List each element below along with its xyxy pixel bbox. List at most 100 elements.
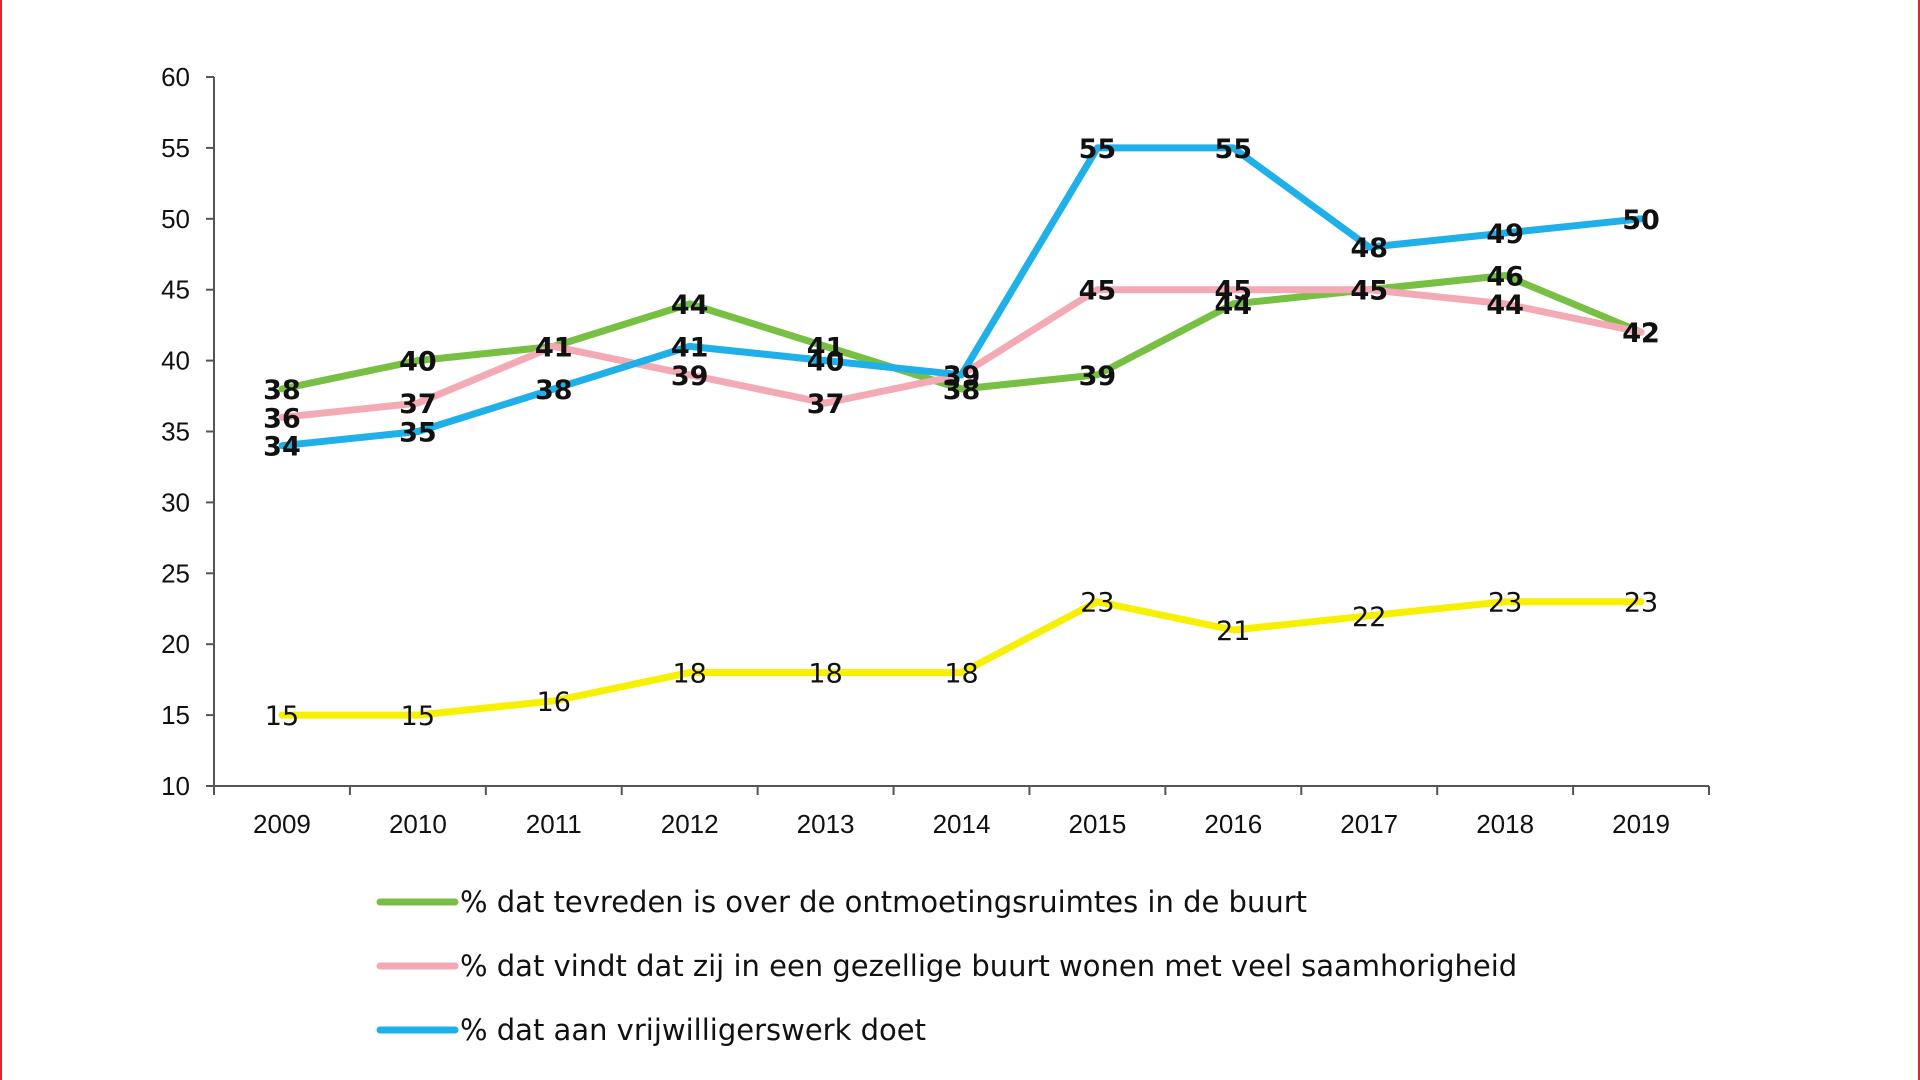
series-lines [278, 144, 1645, 719]
data-point [687, 301, 693, 307]
y-tick-label: 50 [161, 204, 190, 234]
data-label: 42 [1622, 318, 1660, 349]
legend-label-3: % dat aan vrijwilligerswerk doet [460, 1013, 926, 1047]
data-point [823, 343, 829, 349]
data-label: 22 [1352, 602, 1386, 633]
data-point [1230, 627, 1236, 633]
x-tick-label: 2014 [933, 809, 991, 839]
data-point [959, 372, 964, 378]
data-point [687, 372, 693, 378]
data-label: 46 [1486, 262, 1524, 293]
x-tick-label: 2018 [1476, 809, 1534, 839]
data-label: 44 [1215, 290, 1253, 321]
data-point [1638, 599, 1644, 605]
data-label: 21 [1216, 616, 1250, 647]
data-label: 23 [1624, 588, 1658, 619]
data-label: 18 [673, 659, 707, 690]
data-point [279, 443, 285, 449]
data-point [415, 400, 421, 406]
data-label: 39 [943, 361, 981, 392]
data-label: 38 [263, 375, 301, 406]
y-tick-label: 20 [161, 629, 190, 659]
data-point [959, 670, 964, 676]
x-tick-label: 2015 [1068, 809, 1126, 839]
data-point [1094, 599, 1100, 605]
data-point [823, 670, 829, 676]
y-tick-label: 25 [161, 558, 190, 588]
data-label: 41 [671, 332, 709, 363]
y-tick-label: 45 [161, 275, 190, 305]
data-point [1502, 301, 1508, 307]
data-point [687, 343, 693, 349]
data-label: 44 [671, 290, 709, 321]
x-tick-label: 2017 [1340, 809, 1398, 839]
data-point [1366, 287, 1372, 293]
legend-label-1: % dat tevreden is over de ontmoetingsrui… [460, 885, 1307, 919]
data-label: 16 [537, 687, 571, 718]
data-point [823, 400, 829, 406]
data-point [687, 670, 693, 676]
data-label: 49 [1486, 219, 1524, 250]
data-label: 35 [399, 418, 437, 449]
data-label: 44 [1486, 290, 1524, 321]
legend-label-4: % dat mantelzorg verleent [460, 1077, 848, 1080]
x-tick-label: 2013 [797, 809, 855, 839]
x-tick-label: 2011 [526, 809, 582, 839]
data-label: 18 [808, 659, 842, 690]
x-tick-label: 2010 [389, 809, 447, 839]
data-point [279, 414, 285, 420]
data-label: 23 [1488, 588, 1522, 619]
data-label: 45 [1350, 276, 1388, 307]
data-label: 45 [1079, 276, 1117, 307]
data-label: 55 [1079, 134, 1117, 165]
data-point [1366, 244, 1372, 250]
data-label: 18 [944, 659, 978, 690]
data-label: 15 [265, 701, 299, 732]
data-label: 55 [1215, 134, 1253, 165]
data-point [1366, 613, 1372, 619]
data-label: 40 [399, 347, 437, 378]
data-point [1230, 301, 1236, 307]
data-label: 50 [1622, 205, 1660, 236]
data-label: 41 [535, 332, 573, 363]
data-label: 34 [263, 432, 301, 463]
data-label: 36 [263, 403, 301, 434]
data-label: 39 [1079, 361, 1117, 392]
y-tick-label: 30 [161, 487, 190, 517]
data-point [959, 386, 964, 392]
data-point [1638, 329, 1644, 335]
data-point [1094, 287, 1100, 293]
data-point [1502, 230, 1508, 236]
x-tick-label: 2016 [1204, 809, 1262, 839]
data-label: 45 [1350, 276, 1388, 307]
data-point [551, 386, 557, 392]
chart-axes: 10 15 20 25 30 35 40 45 50 55 60 2009 2010 2011 2012 20… [161, 62, 1710, 839]
y-tick-label: 15 [161, 700, 190, 730]
data-label: 38 [943, 375, 981, 406]
data-label: 45 [1215, 276, 1253, 307]
data-point [1502, 273, 1508, 279]
data-point [1638, 216, 1644, 222]
data-label: 41 [535, 332, 573, 363]
data-point [279, 386, 285, 392]
y-tick-label: 10 [161, 771, 190, 801]
y-tick-label: 35 [161, 417, 190, 447]
data-label: 39 [943, 361, 981, 392]
data-point [1094, 145, 1100, 151]
data-point [1230, 287, 1236, 293]
x-tick-label: 2009 [253, 809, 311, 839]
data-point [551, 343, 557, 349]
data-label: 40 [807, 347, 845, 378]
data-point [1230, 145, 1236, 151]
y-tick-label: 60 [161, 62, 190, 92]
legend-label-2: % dat vindt dat zij in een gezellige buu… [460, 949, 1517, 983]
x-tick-label: 2012 [661, 809, 719, 839]
data-point [1502, 599, 1508, 605]
data-label: 38 [535, 375, 573, 406]
data-label: 23 [1080, 588, 1114, 619]
data-label: 41 [807, 332, 845, 363]
data-point [1094, 372, 1100, 378]
data-point [551, 698, 557, 704]
